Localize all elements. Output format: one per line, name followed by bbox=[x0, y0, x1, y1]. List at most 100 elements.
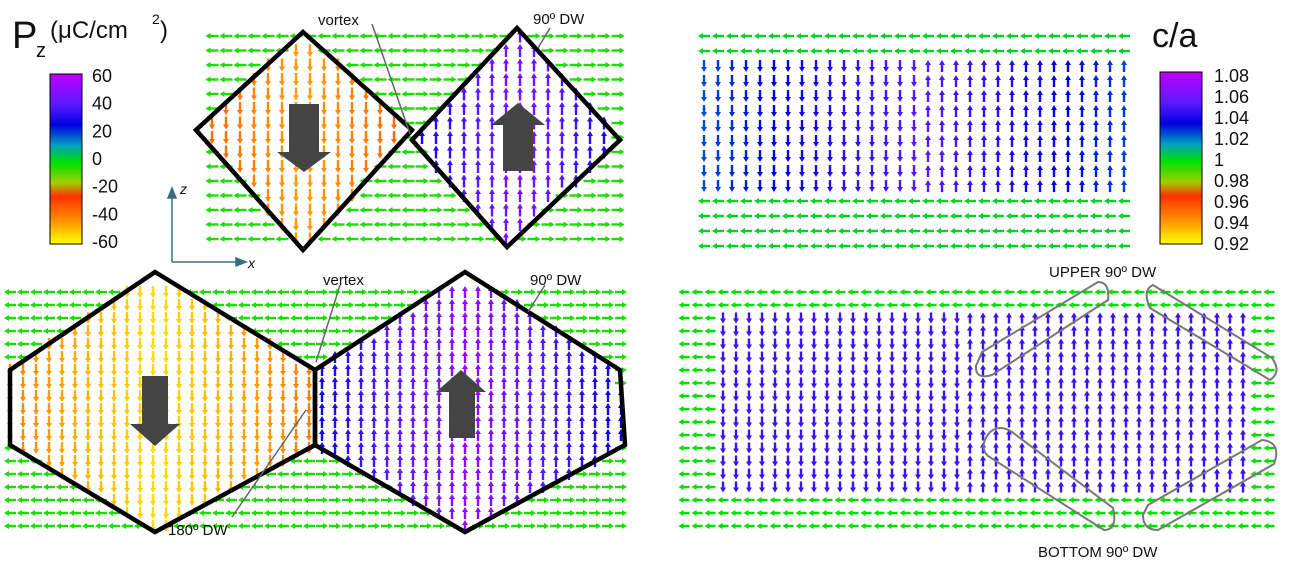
dipole-arrow bbox=[950, 243, 962, 249]
dipole-arrow bbox=[410, 364, 416, 376]
dipole-arrow bbox=[726, 213, 738, 219]
dipole-arrow bbox=[69, 497, 81, 503]
dipole-arrow bbox=[813, 135, 819, 147]
dipole-arrow bbox=[267, 390, 273, 402]
dipole-arrow bbox=[1079, 165, 1085, 177]
dipole-arrow bbox=[939, 120, 945, 132]
dipole-arrow bbox=[1146, 289, 1158, 295]
dipole-arrow bbox=[293, 377, 299, 389]
dipole-arrow bbox=[715, 90, 721, 102]
dipole-arrow bbox=[279, 160, 285, 173]
dipole-arrow bbox=[894, 228, 906, 234]
dipole-arrow bbox=[754, 33, 766, 39]
dipole-arrow bbox=[555, 207, 569, 213]
dipole-arrow bbox=[911, 135, 917, 147]
dipole-arrow bbox=[98, 429, 104, 441]
dipole-arrow bbox=[489, 131, 495, 144]
dipole-arrow bbox=[769, 289, 781, 295]
dipole-arrow bbox=[381, 289, 393, 295]
dipole-arrow bbox=[1093, 150, 1099, 162]
dipole-arrow bbox=[1211, 302, 1223, 308]
dipole-arrow bbox=[1250, 289, 1262, 295]
dipole-arrow bbox=[527, 429, 533, 441]
dipole-arrow bbox=[990, 523, 1002, 529]
dipole-arrow bbox=[212, 510, 224, 516]
dipole-arrow bbox=[922, 198, 934, 204]
dipole-arrow bbox=[69, 289, 81, 295]
dipole-arrow bbox=[1107, 60, 1113, 72]
dipole-arrow bbox=[277, 484, 289, 490]
dipole-arrow bbox=[1006, 429, 1012, 441]
dipole-arrow bbox=[1076, 48, 1088, 54]
dipole-arrow bbox=[410, 338, 416, 350]
dipole-arrow bbox=[583, 207, 597, 213]
dipole-arrow bbox=[461, 145, 467, 159]
dipole-arrow bbox=[1175, 390, 1181, 402]
dipole-arrow bbox=[401, 163, 415, 170]
dipole-arrow bbox=[1227, 429, 1233, 441]
dipole-arrow bbox=[358, 442, 364, 454]
dipole-arrow bbox=[950, 33, 962, 39]
dipole-arrow bbox=[798, 325, 804, 337]
dipole-arrow bbox=[592, 364, 598, 376]
dipole-arrow bbox=[1263, 289, 1275, 295]
dipole-arrow bbox=[1023, 90, 1029, 102]
dipole-arrow bbox=[583, 47, 597, 54]
dipole-arrow bbox=[1037, 180, 1043, 192]
dipole-arrow bbox=[238, 289, 250, 295]
dipole-arrow bbox=[1084, 416, 1090, 428]
dipole-arrow bbox=[17, 289, 29, 295]
dipole-arrow bbox=[553, 377, 559, 389]
dipole-arrow bbox=[838, 33, 850, 39]
dipole-arrow bbox=[579, 455, 585, 467]
dipole-arrow bbox=[911, 75, 917, 87]
dipole-arrow bbox=[954, 338, 960, 350]
dipole-arrow bbox=[429, 91, 443, 97]
dipole-arrow bbox=[915, 416, 921, 428]
dipole-arrow bbox=[785, 455, 791, 467]
dipole-arrow bbox=[290, 302, 302, 308]
dipole-arrow bbox=[704, 471, 716, 477]
dipole-arrow bbox=[189, 325, 195, 337]
dipole-arrow bbox=[202, 377, 208, 389]
dipole-arrow bbox=[782, 243, 794, 249]
dipole-arrow bbox=[928, 416, 934, 428]
dipole-arrow bbox=[729, 165, 735, 177]
dipole-arrow bbox=[1019, 390, 1025, 402]
dipole-arrow bbox=[345, 47, 359, 54]
dipole-arrow bbox=[592, 442, 598, 454]
dipole-arrow bbox=[902, 338, 908, 350]
dipole-arrow bbox=[1250, 484, 1262, 490]
dipole-arrow bbox=[1110, 312, 1116, 324]
dipole-arrow bbox=[941, 403, 947, 415]
dipole-arrow bbox=[712, 213, 724, 219]
dipole-arrow bbox=[1009, 150, 1015, 162]
dipole-arrow bbox=[1037, 135, 1043, 147]
dipole-arrow bbox=[69, 315, 81, 321]
dipole-arrow bbox=[592, 403, 598, 415]
dipole-arrow bbox=[995, 105, 1001, 117]
dipole-arrow bbox=[1136, 351, 1142, 363]
dipole-arrow bbox=[394, 510, 406, 516]
dipole-arrow bbox=[782, 228, 794, 234]
dipole-arrow bbox=[540, 377, 546, 389]
dipole-arrow bbox=[189, 494, 195, 506]
dipole-arrow bbox=[553, 390, 559, 402]
dipole-arrow bbox=[189, 481, 195, 493]
dipole-arrow bbox=[841, 150, 847, 162]
dipole-arrow bbox=[449, 351, 455, 363]
dipole-arrow bbox=[293, 174, 299, 188]
dipole-arrow bbox=[566, 351, 572, 363]
dipole-arrow bbox=[1006, 351, 1012, 363]
dipole-arrow bbox=[237, 145, 243, 159]
dipole-arrow bbox=[1198, 302, 1210, 308]
dipole-arrow bbox=[1121, 60, 1127, 72]
dipole-arrow bbox=[475, 364, 481, 376]
dipole-arrow bbox=[925, 105, 931, 117]
dipole-arrow bbox=[1188, 390, 1194, 402]
dipole-arrow bbox=[124, 390, 130, 402]
dipole-arrow bbox=[678, 432, 690, 438]
dipole-arrow bbox=[795, 510, 807, 516]
dipole-arrow bbox=[597, 207, 611, 213]
dipole-arrow bbox=[850, 351, 856, 363]
